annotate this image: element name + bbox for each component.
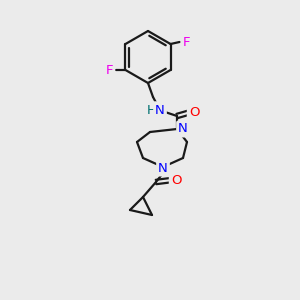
Text: F: F xyxy=(183,35,190,49)
Text: N: N xyxy=(155,103,165,116)
Text: O: O xyxy=(171,173,181,187)
Text: O: O xyxy=(189,106,199,118)
Text: H: H xyxy=(147,103,157,116)
Text: F: F xyxy=(106,64,113,76)
Text: N: N xyxy=(158,161,168,175)
Text: N: N xyxy=(178,122,188,136)
